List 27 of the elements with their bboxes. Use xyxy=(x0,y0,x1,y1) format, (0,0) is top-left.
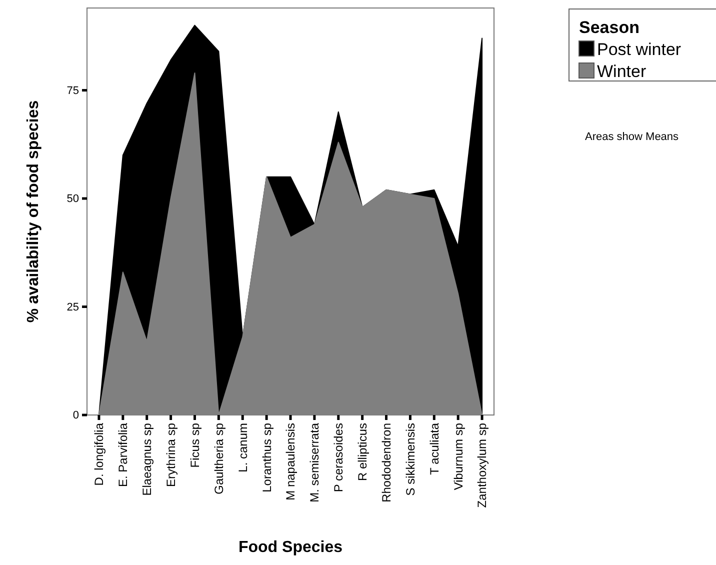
x-tick-label: Zanthoxylum sp xyxy=(475,422,490,508)
x-tick-label: Viburnum sp xyxy=(451,422,466,490)
x-tick-label: Elaeagnus sp xyxy=(140,422,154,496)
y-axis-title: % availability of food species xyxy=(25,100,42,323)
x-tick-label: S sikkimensis xyxy=(403,423,418,496)
x-tick-label: E. Parvifolia xyxy=(116,422,130,488)
x-tick-label: T aculiata xyxy=(427,422,442,475)
legend-label: Winter xyxy=(597,62,646,81)
x-tick-label: L. canum xyxy=(236,422,250,472)
x-tick-label: M. semiserrata xyxy=(308,422,322,502)
x-tick-label: Rhododendron xyxy=(379,423,394,502)
x-tick-label: Loranthus sp xyxy=(260,422,274,492)
x-tick-label: M napaulensis xyxy=(284,423,298,500)
y-tick-label: 50 xyxy=(66,193,79,206)
x-tick-label: Ficus sp xyxy=(188,422,202,468)
x-tick-label: D. longifolia xyxy=(92,422,106,486)
y-tick-label: 0 xyxy=(72,410,79,422)
x-axis-title: Food Species xyxy=(238,539,343,556)
x-tick-label: R ellipticus xyxy=(356,423,370,482)
text: Areas show Means xyxy=(585,131,680,143)
x-tick-label: Gaultheria sp xyxy=(212,422,226,494)
y-tick-label: 25 xyxy=(66,301,79,314)
x-tick-label: P cerasoides xyxy=(332,423,346,492)
x-tick-label: Erythrina sp xyxy=(164,422,178,488)
legend-title: Season xyxy=(579,18,640,37)
legend-label: Post winter xyxy=(597,40,682,59)
y-tick-label: 75 xyxy=(66,84,79,97)
